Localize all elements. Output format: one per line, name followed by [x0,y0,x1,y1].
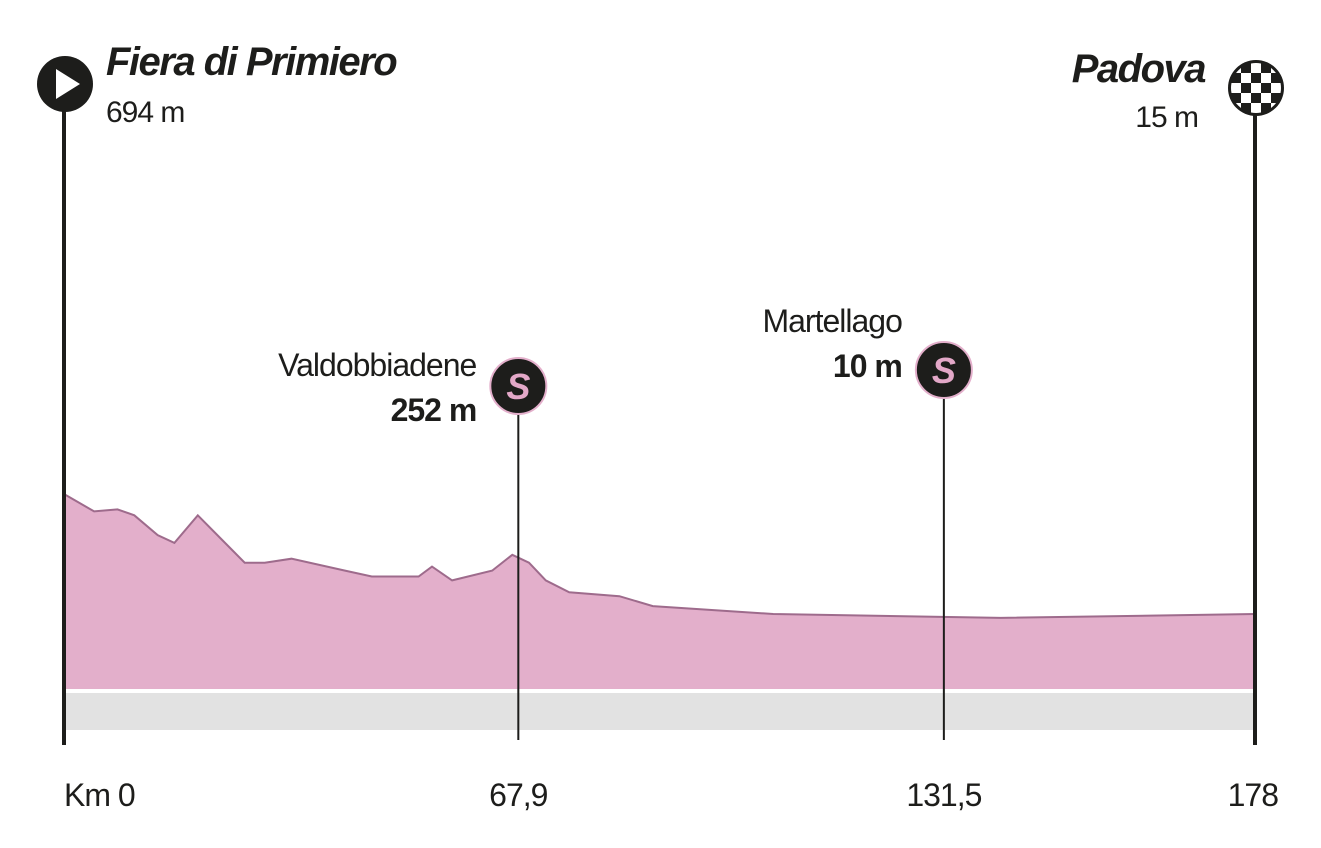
waypoint-name: Martellago [762,303,902,339]
sprint-icon: S [489,357,548,415]
sprint-icon-letter: S [932,350,956,391]
finish-flag-icon [1228,60,1284,116]
elevation-profile-line [63,493,1256,619]
start-altitude: 694 m [106,96,184,129]
finish-altitude: 15 m [1135,101,1198,134]
km-label-end: 178 [1228,777,1279,813]
waypoint-name: Valdobbiadene [278,347,476,383]
km-label-start: Km 0 [64,777,135,813]
sprint-icon-letter: S [506,366,530,407]
waypoint-altitude: 10 m [833,348,902,384]
waypoint-altitude: 252 m [391,392,477,428]
finish-city-name: Padova [1072,47,1207,91]
km-label-waypoint: 131,5 [906,777,981,813]
km-label-waypoint: 67,9 [489,777,547,813]
start-icon [37,56,93,112]
ground-band [64,693,1255,730]
sprint-icon: S [914,341,973,399]
start-city-name: Fiera di Primiero [106,40,397,84]
elevation-profile-area [64,494,1255,689]
